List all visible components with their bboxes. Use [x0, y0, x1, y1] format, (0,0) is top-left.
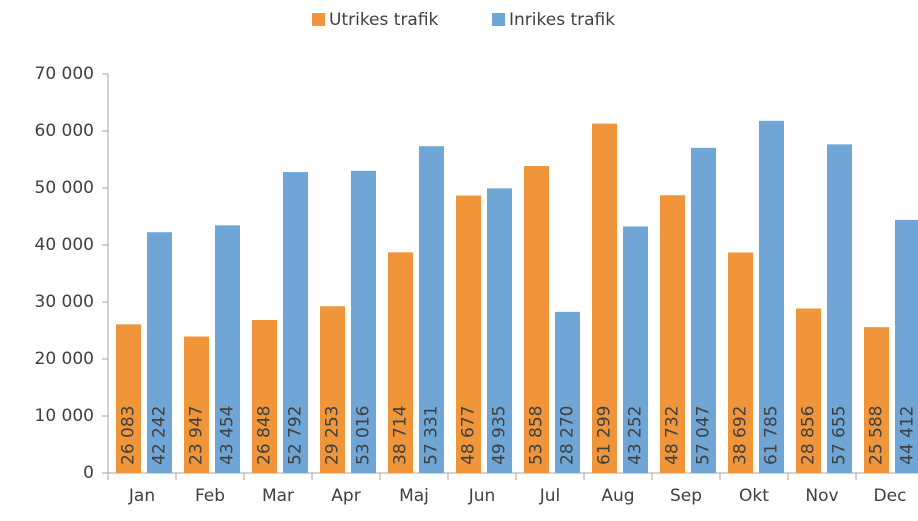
value-label: 44 412: [898, 406, 918, 465]
x-tick-label: Feb: [195, 486, 225, 506]
bar: [419, 146, 444, 473]
y-tick-label: 10 000: [35, 406, 94, 426]
bar: [487, 188, 512, 474]
bar: [895, 219, 918, 473]
legend-label: Utrikes trafik: [329, 10, 439, 30]
y-tick-label: 40 000: [35, 235, 94, 255]
value-label: 29 253: [323, 406, 343, 465]
value-label: 48 732: [663, 406, 683, 465]
value-label: 25 588: [867, 406, 887, 465]
y-tick-label: 20 000: [35, 349, 94, 369]
bar: [864, 327, 889, 473]
x-tick-label: Dec: [874, 486, 907, 506]
y-tick-label: 50 000: [35, 178, 94, 198]
value-label: 57 655: [830, 406, 850, 465]
legend-swatch: [312, 13, 325, 26]
bar: [456, 195, 481, 473]
value-label: 28 270: [558, 406, 578, 465]
x-tick-label: Aug: [601, 486, 634, 506]
bar: [351, 170, 376, 473]
bar: [691, 147, 716, 474]
value-label: 57 047: [694, 406, 714, 465]
value-label: 49 935: [490, 406, 510, 465]
x-tick-label: Jul: [539, 486, 561, 506]
bar: [796, 308, 821, 473]
y-tick-label: 60 000: [35, 121, 94, 141]
y-tick-label: 0: [83, 463, 94, 483]
value-label: 42 242: [150, 406, 170, 465]
bar: [252, 319, 277, 473]
bar: [623, 226, 648, 473]
bar: [728, 252, 753, 473]
value-label: 61 299: [595, 406, 615, 465]
value-label: 53 016: [354, 406, 374, 465]
bar: [116, 324, 141, 473]
value-label: 38 714: [391, 406, 411, 465]
x-tick-label: Maj: [399, 486, 429, 506]
bar: [660, 195, 685, 473]
bar: [320, 306, 345, 473]
x-tick-label: Mar: [262, 486, 294, 506]
value-label: 43 454: [218, 406, 238, 465]
bar: [524, 166, 549, 473]
value-label: 26 083: [119, 406, 139, 465]
y-tick-label: 70 000: [35, 64, 94, 84]
bar: [388, 252, 413, 473]
value-label: 38 692: [731, 406, 751, 465]
bar: [147, 232, 172, 473]
value-label: 48 677: [459, 406, 479, 465]
x-tick-label: Jan: [128, 486, 155, 506]
value-label: 61 785: [762, 406, 782, 465]
x-tick-label: Jun: [468, 486, 496, 506]
value-label: 26 848: [255, 406, 275, 465]
value-label: 52 792: [286, 406, 306, 465]
x-tick-label: Apr: [331, 486, 360, 506]
bar: [827, 144, 852, 473]
value-label: 53 858: [527, 406, 547, 465]
bar: [592, 123, 617, 473]
x-tick-label: Okt: [739, 486, 769, 506]
legend-label: Inrikes trafik: [509, 10, 615, 30]
bar: [215, 225, 240, 473]
legend-swatch: [492, 13, 505, 26]
bar: [283, 172, 308, 473]
value-label: 28 856: [799, 406, 819, 465]
bar: [759, 120, 784, 473]
x-tick-label: Sep: [670, 486, 702, 506]
bar: [555, 311, 580, 473]
value-label: 23 947: [187, 406, 207, 465]
value-label: 57 331: [422, 406, 442, 465]
bar: [184, 336, 209, 473]
x-tick-label: Nov: [805, 486, 838, 506]
value-label: 43 252: [626, 406, 646, 465]
y-tick-label: 30 000: [35, 292, 94, 312]
